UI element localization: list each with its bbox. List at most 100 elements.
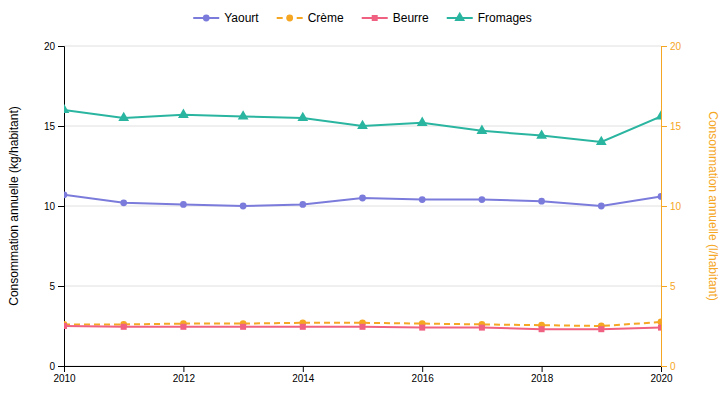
tick-label: 2010 (53, 373, 76, 384)
marker (180, 324, 186, 330)
axis: 0 5 10 15 20 (44, 41, 65, 372)
marker (598, 326, 604, 332)
marker (419, 196, 426, 203)
tick-mark (58, 366, 64, 367)
legend-marker (372, 15, 378, 21)
axis-line (65, 367, 662, 373)
legend-marker (454, 12, 465, 21)
tick: 20 (44, 41, 64, 52)
tick-mark (661, 206, 667, 207)
axis-title: Consommation annuelle (l/habitant) (706, 111, 720, 300)
plot-area (64, 104, 661, 332)
axis-line (662, 47, 668, 367)
marker (240, 203, 247, 210)
tick-label: 10 (670, 201, 682, 212)
marker (299, 201, 306, 208)
tick-mark (661, 286, 667, 287)
marker (539, 326, 545, 332)
legend-label: Yaourt (224, 11, 259, 25)
marker (658, 319, 661, 326)
marker (178, 109, 189, 118)
tick-mark (303, 366, 304, 372)
marker (536, 129, 547, 138)
marker (538, 198, 545, 205)
legend: Yaourt Crème Beurre Fromages (193, 11, 532, 25)
tick-label: 15 (44, 121, 56, 132)
marker (658, 193, 661, 200)
grid-line (64, 206, 661, 207)
series (64, 191, 661, 209)
tick-label: 20 (670, 41, 682, 52)
axis: 0 5 10 15 20 (661, 41, 682, 372)
tick-mark (661, 366, 667, 367)
tick-label: 5 (49, 281, 55, 292)
marker (419, 325, 425, 331)
marker (417, 117, 428, 126)
tick: 5 (49, 281, 64, 292)
tick-mark (58, 126, 64, 127)
marker (598, 203, 605, 210)
legend-item: Yaourt (193, 11, 259, 25)
marker (357, 120, 368, 129)
tick-mark (58, 46, 64, 47)
axis-line (58, 47, 65, 367)
tick: 15 (661, 121, 682, 132)
tick: 2014 (292, 366, 315, 384)
marker (360, 324, 366, 330)
tick-label: 0 (670, 361, 676, 372)
tick: 15 (44, 121, 64, 132)
grid (64, 46, 661, 366)
tick: 10 (44, 201, 64, 212)
legend-marker (286, 15, 293, 22)
marker (596, 136, 607, 145)
tick: 2010 (53, 366, 76, 384)
marker (479, 325, 485, 331)
tick-mark (542, 366, 543, 372)
marker (120, 199, 127, 206)
tick-label: 2016 (412, 373, 435, 384)
marker (479, 196, 486, 203)
line (64, 110, 661, 142)
tick: 2016 (412, 366, 435, 384)
legend-item: Fromages (447, 11, 532, 25)
marker (477, 125, 488, 134)
tick-label: 2018 (531, 373, 554, 384)
series (64, 323, 661, 332)
marker (359, 195, 366, 202)
tick-label: 2012 (173, 373, 196, 384)
marker (64, 323, 67, 329)
line (64, 195, 661, 206)
tick-mark (58, 206, 64, 207)
tick: 20 (661, 41, 682, 52)
series (64, 319, 661, 330)
tick-label: 0 (49, 361, 55, 372)
tick: 2018 (531, 366, 554, 384)
tick: 5 (661, 281, 676, 292)
marker (656, 110, 661, 119)
marker (64, 191, 67, 198)
tick-label: 10 (44, 201, 56, 212)
tick-mark (661, 126, 667, 127)
series (64, 104, 661, 145)
legend-item: Beurre (362, 11, 429, 25)
tick-label: 2014 (292, 373, 315, 384)
tick: 2012 (173, 366, 196, 384)
axis: 2010 2012 2014 2016 2018 2020 (53, 366, 673, 384)
marker (238, 110, 249, 119)
marker (64, 104, 69, 113)
tick-label: 20 (44, 41, 56, 52)
marker (658, 325, 661, 331)
marker (297, 112, 308, 121)
legend-label: Beurre (393, 11, 429, 25)
tick: 10 (661, 201, 682, 212)
legend-item: Crème (277, 11, 344, 25)
tick-mark (58, 286, 64, 287)
tick-mark (422, 366, 423, 372)
tick-label: 15 (670, 121, 682, 132)
tick: 0 (49, 361, 64, 372)
legend-marker (203, 15, 210, 22)
legend-label: Crème (308, 11, 344, 25)
tick-mark (183, 366, 184, 372)
marker (300, 324, 306, 330)
tick-label: 2020 (650, 373, 673, 384)
